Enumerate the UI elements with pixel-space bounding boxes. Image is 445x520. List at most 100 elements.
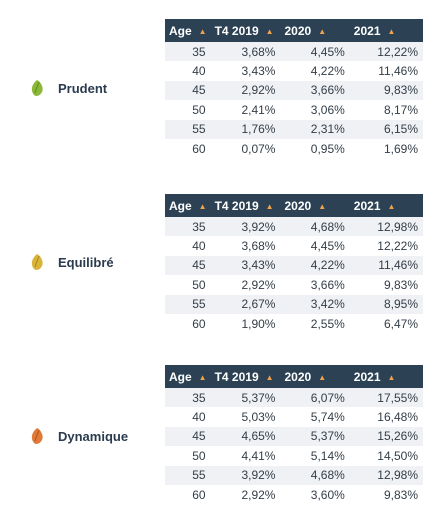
column-header-t4-2019[interactable]: T4 2019 ▲ xyxy=(210,194,281,217)
column-header-t4-2019[interactable]: T4 2019 ▲ xyxy=(210,365,281,388)
sort-arrow-icon[interactable]: ▲ xyxy=(198,372,207,382)
profile-section-equilibre: Equilibré Age ▲ T4 2019 ▲ 2020 ▲ 2021 ▲ 35 3,… xyxy=(0,0,445,331)
cell-t4-2019: 4,65% xyxy=(210,426,281,447)
cell-2020: 2,55% xyxy=(310,316,345,331)
cell-2021: 6,47% xyxy=(383,316,418,331)
cell-2021: 15,26% xyxy=(349,426,423,447)
column-header-2021[interactable]: 2021 ▲ xyxy=(349,365,423,388)
column-header-age[interactable]: Age ▲ xyxy=(165,365,211,388)
cell-2021: 16,48% xyxy=(377,410,418,425)
cell-age: 35 xyxy=(165,388,211,408)
cell-2020: 4,68% xyxy=(280,465,350,485)
sort-arrow-icon[interactable]: ▲ xyxy=(265,372,274,382)
table-row: 35 5,37% 6,07% 17,55% xyxy=(165,388,423,408)
table-row: 40 3,43% 4,22% 11,46% xyxy=(165,61,423,80)
cell-2021: 8,17% xyxy=(383,102,418,117)
column-header-age[interactable]: Age ▲ xyxy=(165,194,211,217)
cell-2020: 4,45% xyxy=(310,239,345,254)
sort-arrow-icon[interactable]: ▲ xyxy=(387,26,396,36)
cell-2021: 6,15% xyxy=(349,119,423,139)
sort-arrow-icon[interactable]: ▲ xyxy=(198,201,207,211)
table-header-row: Age ▲ T4 2019 ▲ 2020 ▲ 2021 ▲ xyxy=(165,19,423,42)
profile-name: Prudent xyxy=(58,80,108,96)
table-row: 35 3,68% 4,45% 12,22% xyxy=(165,42,423,62)
sort-arrow-icon[interactable]: ▲ xyxy=(198,26,207,36)
cell-age: 60 xyxy=(192,141,206,156)
cell-age: 35 xyxy=(165,42,211,62)
cell-2021: 1,69% xyxy=(383,141,418,156)
cell-t4-2019: 3,68% xyxy=(210,42,281,62)
column-header-t4-2019[interactable]: T4 2019 ▲ xyxy=(210,19,281,42)
sort-arrow-icon[interactable]: ▲ xyxy=(387,372,396,382)
cell-t4-2019: 2,92% xyxy=(241,277,276,292)
rates-table: Age ▲ T4 2019 ▲ 2020 ▲ 2021 ▲ 35 3,92% 4,68% 12… xyxy=(165,194,423,333)
cell-2021: 11,46% xyxy=(378,64,418,79)
cell-t4-2019: 3,92% xyxy=(210,217,281,237)
cell-age: 50 xyxy=(192,448,206,463)
cell-age: 40 xyxy=(192,64,206,79)
cell-2020: 0,95% xyxy=(310,141,345,156)
cell-age: 55 xyxy=(165,465,211,485)
cell-2020: 2,31% xyxy=(280,119,350,139)
profile-label: Prudent xyxy=(30,79,107,97)
cell-2020: 3,66% xyxy=(310,277,345,292)
cell-2021: 9,83% xyxy=(383,277,418,292)
cell-2021: 11,46% xyxy=(349,255,423,276)
cell-t4-2019: 4,41% xyxy=(241,448,276,463)
cell-2021: 12,98% xyxy=(349,465,423,485)
cell-t4-2019: 5,03% xyxy=(241,410,276,425)
cell-2020: 4,22% xyxy=(280,255,350,276)
cell-age: 50 xyxy=(192,102,206,117)
table-row: 35 3,92% 4,68% 12,98% xyxy=(165,217,423,237)
cell-2021: 12,98% xyxy=(349,217,423,237)
column-header-age[interactable]: Age ▲ xyxy=(165,19,211,42)
cell-2020: 5,14% xyxy=(310,448,345,463)
sort-arrow-icon[interactable]: ▲ xyxy=(318,201,327,211)
cell-2021: 12,22% xyxy=(377,239,418,254)
column-header-2020[interactable]: 2020 ▲ xyxy=(280,194,350,217)
table-row: 60 2,92% 3,60% 9,83% xyxy=(165,485,423,504)
rates-table: Age ▲ T4 2019 ▲ 2020 ▲ 2021 ▲ 35 5,37% 6,07% 17… xyxy=(165,365,423,504)
cell-age: 45 xyxy=(165,80,211,101)
table-row: 55 1,76% 2,31% 6,15% xyxy=(165,119,423,139)
cell-t4-2019: 0,07% xyxy=(241,141,276,156)
column-header-2021[interactable]: 2021 ▲ xyxy=(349,19,423,42)
sort-arrow-icon[interactable]: ▲ xyxy=(265,201,274,211)
table-row: 55 2,67% 3,42% 8,95% xyxy=(165,294,423,314)
cell-t4-2019: 2,92% xyxy=(241,487,276,502)
cell-age: 55 xyxy=(165,119,211,139)
cell-t4-2019: 2,67% xyxy=(210,294,281,314)
cell-2021: 9,83% xyxy=(383,487,418,502)
column-header-2020[interactable]: 2020 ▲ xyxy=(280,19,350,42)
cell-2021: 8,95% xyxy=(349,294,423,314)
cell-t4-2019: 3,43% xyxy=(210,255,281,276)
column-header-2021[interactable]: 2021 ▲ xyxy=(349,194,423,217)
cell-t4-2019: 1,90% xyxy=(241,316,276,331)
cell-t4-2019: 2,41% xyxy=(241,102,276,117)
cell-2020: 3,66% xyxy=(280,80,350,101)
leaf-icon xyxy=(31,254,43,270)
sort-arrow-icon[interactable]: ▲ xyxy=(387,201,396,211)
cell-age: 60 xyxy=(192,316,206,331)
profile-label: Dynamique xyxy=(30,427,128,445)
cell-age: 45 xyxy=(165,255,211,276)
sort-arrow-icon[interactable]: ▲ xyxy=(318,26,327,36)
table-header-row: Age ▲ T4 2019 ▲ 2020 ▲ 2021 ▲ xyxy=(165,365,423,388)
table-row: 60 0,07% 0,95% 1,69% xyxy=(165,139,423,158)
cell-2020: 3,42% xyxy=(280,294,350,314)
cell-age: 50 xyxy=(192,277,206,292)
cell-2020: 4,22% xyxy=(310,64,345,79)
cell-t4-2019: 3,43% xyxy=(241,64,276,79)
cell-t4-2019: 3,68% xyxy=(241,239,276,254)
cell-t4-2019: 5,37% xyxy=(210,388,281,408)
column-header-2020[interactable]: 2020 ▲ xyxy=(280,365,350,388)
leaf-icon xyxy=(31,80,43,96)
cell-t4-2019: 2,92% xyxy=(210,80,281,101)
sort-arrow-icon[interactable]: ▲ xyxy=(265,26,274,36)
cell-age: 60 xyxy=(192,487,206,502)
table-row: 45 4,65% 5,37% 15,26% xyxy=(165,426,423,447)
table-row: 60 1,90% 2,55% 6,47% xyxy=(165,314,423,333)
sort-arrow-icon[interactable]: ▲ xyxy=(318,372,327,382)
leaf-icon xyxy=(31,428,43,444)
cell-2021: 14,50% xyxy=(377,448,418,463)
